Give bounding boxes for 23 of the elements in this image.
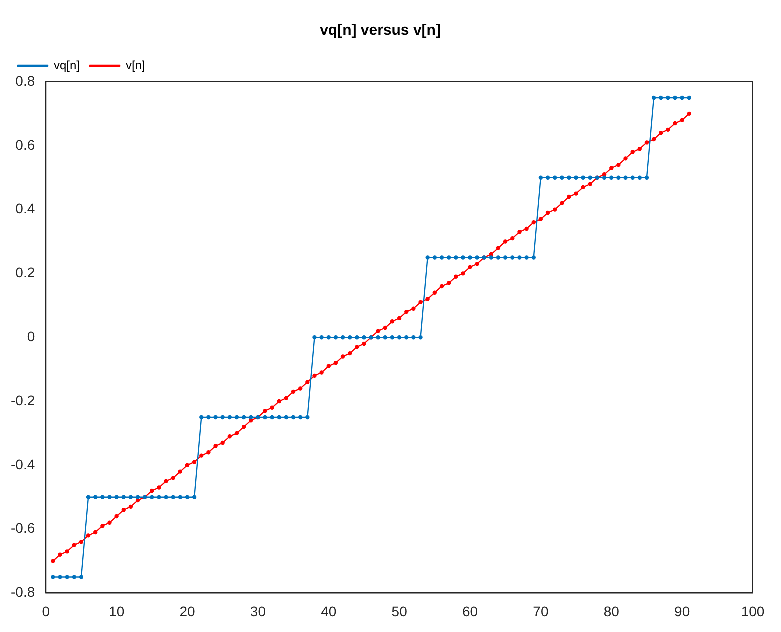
y-tick-label: -0.4 [11, 456, 36, 472]
x-tick-label: 40 [321, 603, 337, 620]
x-tick-label: 50 [392, 603, 408, 620]
x-tick-label: 100 [741, 603, 765, 620]
x-tick-label: 0 [42, 603, 50, 620]
y-tick-label: 0.2 [16, 264, 36, 281]
x-tick-label: 20 [180, 603, 196, 620]
y-tick-label: -0.2 [11, 392, 36, 408]
x-tick-label: 90 [674, 603, 690, 620]
x-tick-label: 60 [462, 603, 478, 620]
y-tick-label: 0.6 [16, 136, 36, 153]
legend-label: vq[n] [54, 58, 80, 72]
x-tick-label: 10 [109, 603, 125, 620]
y-tick-label: 0.8 [16, 72, 36, 89]
x-tick-label: 30 [250, 603, 266, 620]
y-tick-label: 0 [27, 328, 36, 344]
y-tick-label: -0.8 [11, 584, 36, 600]
y-tick-label: -0.6 [11, 520, 36, 536]
x-tick-label: 70 [533, 603, 549, 620]
y-tick-label: 0.4 [16, 200, 36, 217]
chart-title: vq[n] versus v[n] [320, 22, 441, 40]
x-tick-label: 80 [604, 603, 620, 620]
legend-label: v[n] [126, 58, 146, 72]
